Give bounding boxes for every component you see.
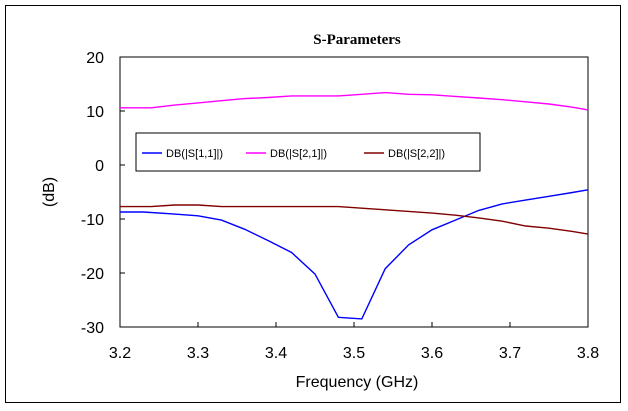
y-tick-label: -30 [81,320,104,337]
legend-label-1: DB(|S[1,1]|) [166,148,223,160]
x-tick-label: 3.3 [187,345,209,362]
y-axis: 20 10 0 -10 -20 -30 [81,50,125,337]
x-tick-label: 3.4 [265,345,287,362]
series-line-3 [120,204,589,235]
x-axis: 3.2 3.3 3.4 3.5 3.6 3.7 3.8 [109,322,599,362]
legend-box [135,132,481,172]
series-layer [120,91,589,320]
x-tick-label: 3.5 [343,345,365,362]
series-line-1 [120,189,589,320]
y-tick-label: 0 [95,158,104,175]
y-tick-label: -20 [81,266,104,283]
legend-label-2: DB(|S[2,1]|) [270,148,327,160]
chart-title: S-Parameters [313,32,401,48]
y-tick-label: 10 [86,104,104,121]
y-tick-label: 20 [86,50,104,67]
y-axis-title: (dB) [41,177,58,207]
legend: DB(|S[1,1]|) DB(|S[2,1]|) DB(|S[2,2]|) [135,132,481,172]
plot-area [119,56,589,328]
x-tick-label: 3.2 [109,345,131,362]
legend-label-3: DB(|S[2,2]|) [388,148,445,160]
y-tick-label: -10 [81,212,104,229]
x-tick-label: 3.6 [421,345,443,362]
x-axis-title: Frequency (GHz) [296,374,419,391]
chart-frame [5,5,621,403]
x-tick-label: 3.7 [499,345,521,362]
series-line-2 [120,91,589,111]
x-tick-label: 3.8 [577,345,599,362]
